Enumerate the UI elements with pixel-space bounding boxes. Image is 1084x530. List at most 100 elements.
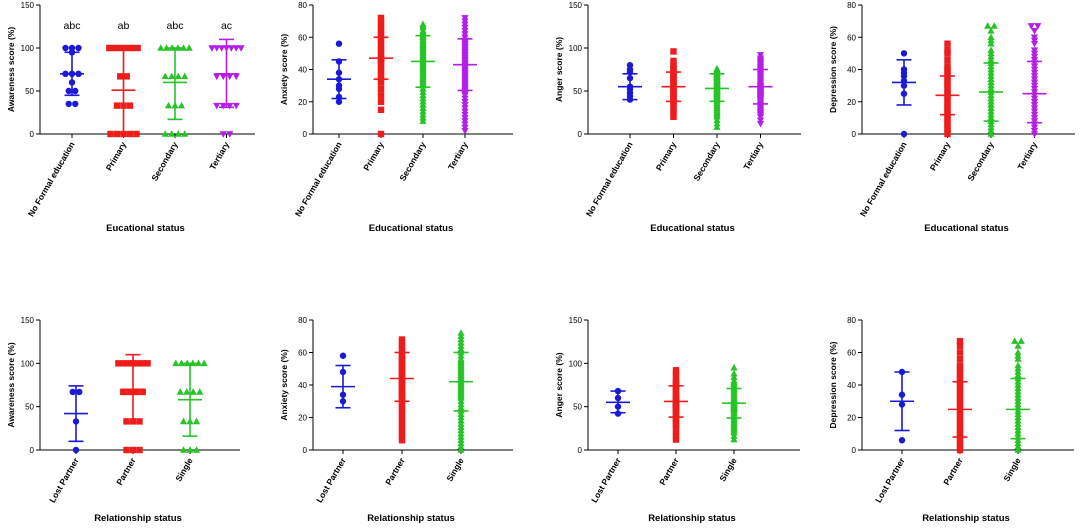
x-category-label: Tertiary [1015,140,1039,172]
data-point [124,360,132,367]
data-point [398,407,406,415]
data-point [232,73,240,81]
y-tick-label: 80 [847,1,856,10]
series-single [172,359,208,453]
panel-b2: 0 20 40 60 80 Anxiety score (%) Relationship s… [279,316,513,524]
x-category-label: Single [717,456,739,483]
data-point [115,360,122,367]
data-point [1017,337,1025,344]
data-point [956,446,964,454]
data-point [123,73,130,80]
data-point [670,113,677,120]
y-tick-label: 50 [573,403,582,412]
data-point [179,417,188,425]
data-point [956,349,964,356]
x-category-label: Secondary [691,140,722,183]
data-point [672,429,680,436]
data-point [672,436,680,443]
data-point [213,102,221,110]
data-point [128,44,136,52]
data-point [106,44,113,52]
data-point [179,44,188,51]
y-tick-label: 20 [847,98,856,107]
data-point [398,411,406,418]
data-point [226,131,234,138]
x-category-label: Tertiary [207,140,231,172]
y-axis-label: Awareness score (%) [6,27,16,113]
data-point [461,127,469,135]
data-point [181,130,189,137]
data-point [377,92,385,99]
y-tick-label: 150 [569,316,583,325]
data-point [672,426,680,433]
data-point [419,117,427,124]
data-point [335,98,343,105]
data-point [756,114,765,121]
data-point [157,44,165,51]
data-point [232,102,240,110]
data-point [226,102,234,110]
data-point [672,432,680,440]
data-point [398,404,406,411]
y-axis-label: Anxiety score (%) [279,349,289,420]
data-point [1014,355,1022,362]
data-point [1034,23,1042,30]
y-tick-label: 100 [21,359,35,368]
y-axis-label: Anxiety score (%) [279,34,289,105]
x-axis-label: Educational status [369,223,453,234]
panel-b1: 0 50 100 150 Awareness score (%) Relationship… [6,316,240,524]
x-category-label: Secondary [965,140,996,183]
data-point [987,27,995,34]
data-point [944,121,951,128]
data-point [377,21,385,28]
y-tick-label: 0 [303,130,308,139]
data-point [237,45,245,52]
x-category-label: Lost Partner [47,455,81,504]
x-axis-label: Relationship status [648,513,736,524]
data-point [111,44,119,52]
x-axis-label: Relationship status [922,513,1010,524]
x-category-label: Secondary [397,140,428,183]
data-point [161,72,169,80]
data-point [174,130,182,137]
data-point [136,446,143,454]
data-point [117,73,124,80]
data-point [168,72,176,80]
x-category-label: Tertiary [446,140,470,172]
data-point [377,79,385,86]
data-point [172,359,180,367]
data-point [672,374,680,381]
data-point [126,388,133,396]
data-point [944,40,951,47]
data-point [192,417,201,425]
y-tick-label: 40 [298,381,307,390]
data-point [713,123,721,130]
x-category-label: Single [444,456,466,483]
data-point [398,346,406,353]
data-point [984,22,992,29]
x-category-label: Primary [928,140,953,173]
x-category-label: Primary [361,140,386,173]
y-tick-label: 0 [852,446,857,455]
data-point [1030,131,1039,138]
data-point [1030,40,1039,48]
data-point [730,428,738,436]
data-point [133,130,140,138]
data-point [956,337,964,345]
data-point [398,437,406,444]
data-point [956,437,964,444]
data-point [398,430,406,437]
data-point [113,130,121,138]
data-point [126,130,134,138]
x-category-label: Single [1001,456,1023,483]
y-tick-label: 100 [569,44,583,53]
data-point [377,130,385,138]
panel-a3: 0 50 100 150 Anger score (%) Educational stat… [554,1,801,234]
x-category-label: Primary [654,140,679,173]
y-tick-label: 60 [847,33,856,42]
data-point [398,417,406,424]
data-point [133,388,140,396]
data-point [956,342,964,350]
data-point [377,85,385,93]
